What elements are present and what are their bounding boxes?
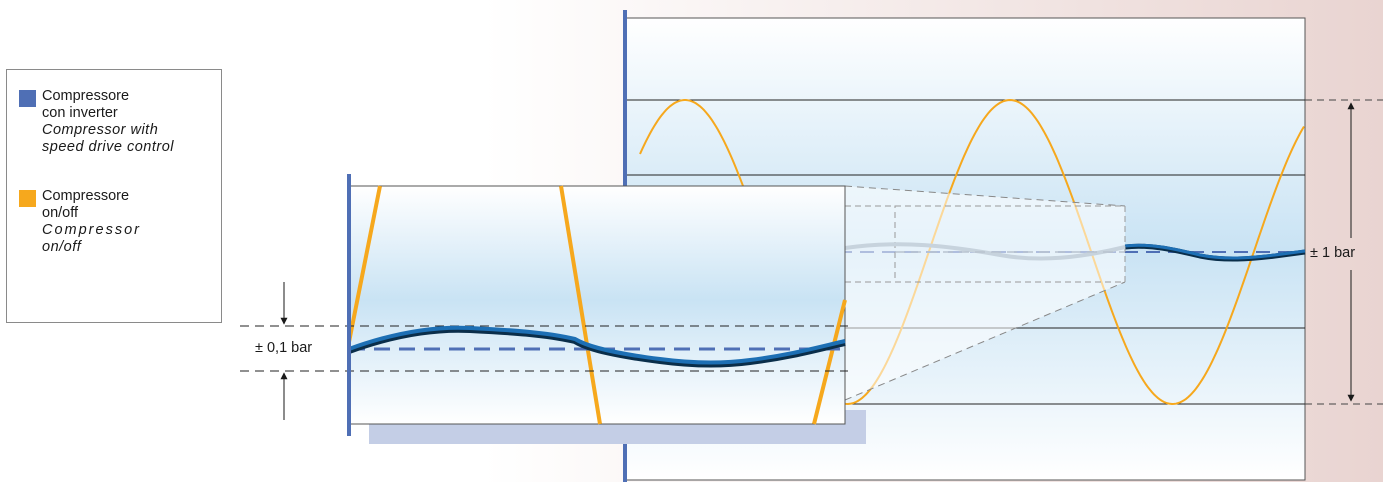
inset-panel — [240, 174, 848, 436]
inverter-line-large — [1124, 243, 1306, 260]
onoff-line-inset — [559, 185, 602, 425]
legend-onoff-title-1: Compressore — [42, 188, 130, 204]
legend-inverter-title-2: con inverter — [42, 105, 118, 121]
zoom-projection — [844, 185, 1126, 401]
legend-inverter-subtitle-2: speed drive control — [42, 139, 175, 155]
legend-onoff-subtitle-2: on/off — [42, 239, 82, 255]
legend-onoff-subtitle-1: Compressor — [42, 222, 141, 238]
onoff-line-inset — [812, 299, 847, 425]
legend-inverter-subtitle-1: Compressor with — [42, 122, 159, 138]
legend-onoff-title-2: on/off — [42, 205, 79, 221]
large-band-label: ± 1 bar — [1310, 245, 1356, 261]
small-band-label: ± 0,1 bar — [255, 340, 313, 356]
inverter-swatch — [19, 90, 36, 107]
onoff-swatch — [19, 190, 36, 207]
inverter-line-inset — [348, 325, 846, 365]
onoff-line-inset — [347, 185, 382, 343]
legend-inverter-title-1: Compressore — [42, 88, 130, 104]
legend: Compressore con inverter Compressor with… — [6, 69, 222, 323]
